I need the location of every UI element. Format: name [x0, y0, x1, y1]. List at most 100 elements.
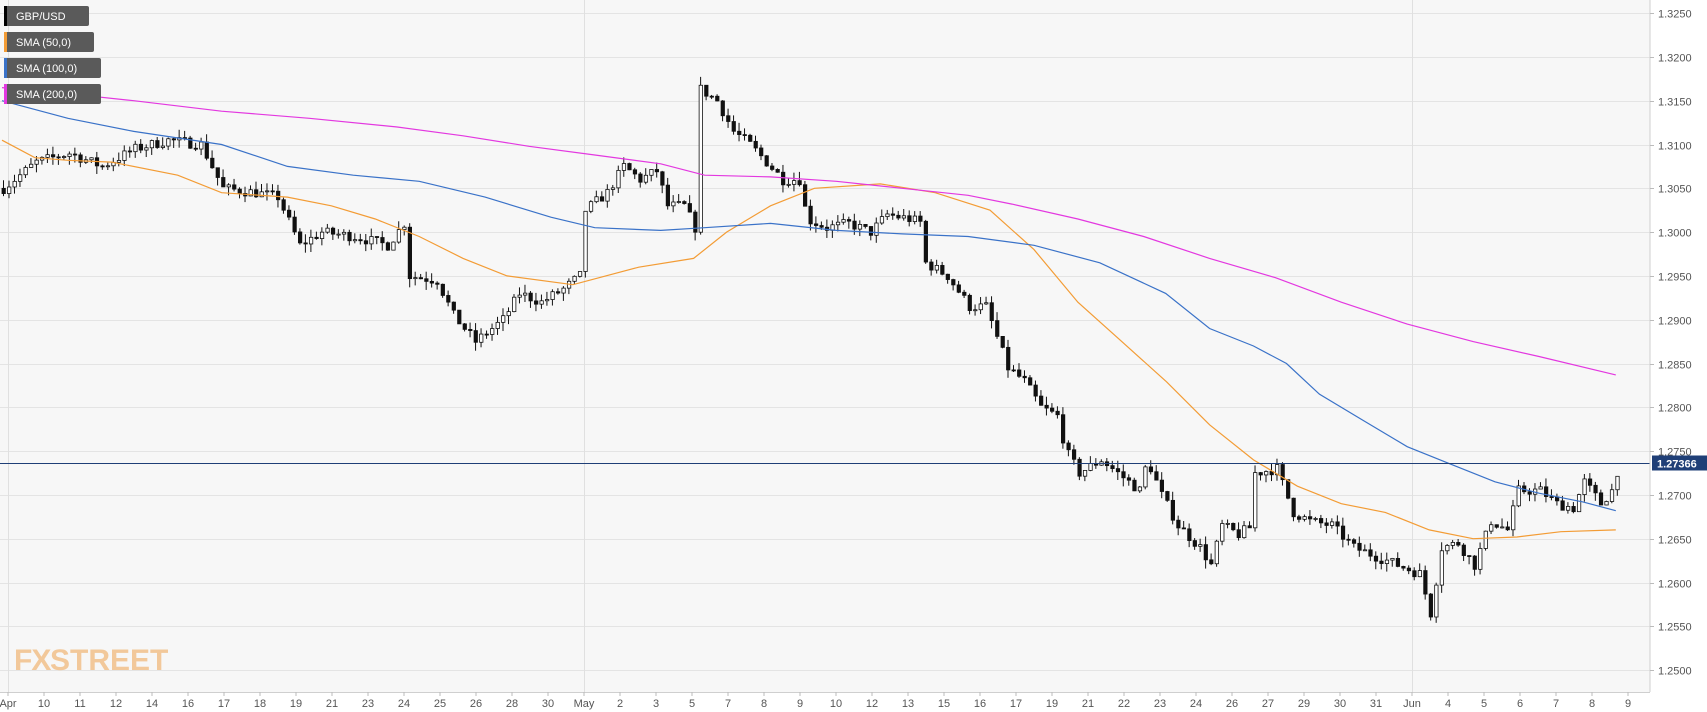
- candle-bullish: [34, 159, 39, 165]
- candle-bearish: [995, 320, 1000, 337]
- candle-bullish: [325, 227, 330, 233]
- candle-bullish: [12, 180, 17, 188]
- candle-bullish: [973, 309, 978, 312]
- candle-bearish: [100, 165, 105, 168]
- candle-bullish: [885, 213, 890, 218]
- candle-bullish: [594, 196, 599, 203]
- candle-bearish: [1335, 521, 1340, 527]
- candle-bullish: [1390, 558, 1395, 561]
- candle-bullish: [352, 239, 358, 242]
- y-tick-label: 1.2700: [1658, 491, 1692, 503]
- candle-bullish: [1264, 471, 1269, 476]
- candle-bearish: [726, 115, 731, 122]
- candle-bearish: [1428, 593, 1433, 618]
- x-tick-label: 8: [1589, 698, 1595, 710]
- candle-bullish: [1384, 559, 1390, 564]
- candle-bullish: [610, 187, 616, 190]
- candle-bullish: [621, 163, 627, 171]
- candle-bearish: [1022, 375, 1027, 379]
- x-tick-label: Jun: [1403, 698, 1421, 710]
- candle-bearish: [1357, 542, 1362, 551]
- candle-bullish: [402, 226, 407, 230]
- candle-bullish: [1566, 506, 1571, 511]
- candle-bullish: [512, 296, 517, 313]
- date-axis: Apr 10 11 12 14 16 17 18 19 21 23 24 25 26 28 30 May 2 3 5 7…: [0, 692, 1650, 710]
- y-tick-label: 1.3000: [1658, 228, 1692, 240]
- candle-bearish: [731, 121, 736, 132]
- candle-bearish: [907, 215, 912, 222]
- sma-line-0: [1, 139, 1616, 540]
- candle-bearish: [407, 226, 412, 280]
- candle-bullish: [7, 186, 12, 194]
- candle-bearish: [1368, 549, 1373, 557]
- candle-bearish: [720, 100, 725, 117]
- x-tick-label: 4: [1445, 698, 1451, 710]
- x-tick-label: 12: [866, 698, 878, 710]
- x-tick-label: 19: [1046, 698, 1058, 710]
- candle-bearish: [1505, 526, 1510, 531]
- candle-bullish: [901, 215, 907, 219]
- sma-line-1: [1, 100, 1616, 512]
- candle-bullish: [369, 236, 374, 245]
- candle-bullish: [561, 287, 566, 294]
- candle-bearish: [1071, 449, 1077, 460]
- price-axis: 1.3250 1.3200 1.3150 1.3100 1.3050 1.3000 1.29…: [1649, 0, 1692, 692]
- candle-bullish: [144, 147, 149, 151]
- candle-bearish: [1209, 559, 1214, 565]
- candle-bearish: [1028, 377, 1033, 386]
- legend-item-label: SMA (100,0): [16, 63, 77, 75]
- candle-bearish: [989, 302, 994, 322]
- candle-bullish: [1478, 548, 1483, 570]
- y-tick-label: 1.3250: [1658, 9, 1692, 21]
- candle-bearish: [1176, 519, 1181, 529]
- candle-bearish: [1461, 544, 1466, 556]
- candle-bullish: [1088, 463, 1093, 471]
- candle-bullish: [1143, 466, 1148, 488]
- candle-bearish: [1379, 560, 1384, 564]
- candle-bearish: [528, 292, 533, 302]
- candle-bearish: [215, 167, 220, 178]
- candle-bearish: [1066, 442, 1071, 451]
- candle-bearish: [852, 220, 857, 230]
- candle-bearish: [221, 177, 226, 188]
- candle-bearish: [1187, 528, 1192, 541]
- candle-bullish: [1604, 501, 1609, 506]
- candle-bearish: [1231, 522, 1236, 531]
- candle-bullish: [1220, 523, 1225, 542]
- candle-bearish: [276, 190, 281, 201]
- candle-bullish: [879, 216, 885, 224]
- candle-bullish: [341, 231, 347, 235]
- candle-bullish: [160, 145, 165, 148]
- candle-bearish: [1055, 410, 1060, 416]
- x-tick-label: 29: [1298, 698, 1310, 710]
- candle-bearish: [374, 236, 380, 238]
- candle-bullish: [616, 170, 621, 189]
- candle-bearish: [868, 226, 874, 236]
- candle-bearish: [380, 237, 385, 244]
- candle-bullish: [166, 138, 171, 147]
- candle-bearish: [1494, 524, 1499, 528]
- candle-bearish: [1280, 464, 1285, 481]
- legend-item-label: GBP/USD: [16, 11, 66, 23]
- candle-bearish: [1346, 538, 1351, 541]
- x-tick-label: 9: [1625, 698, 1631, 710]
- candle-bullish: [199, 141, 204, 150]
- candle-bearish: [1011, 369, 1016, 372]
- candle-bullish: [45, 154, 50, 158]
- candle-bearish: [1286, 479, 1291, 499]
- candle-bearish: [1170, 499, 1175, 521]
- candle-bearish: [945, 273, 950, 280]
- sma-lines-group: [1, 87, 1616, 540]
- x-tick-label: 22: [1118, 698, 1130, 710]
- candle-bearish: [1050, 407, 1055, 412]
- candle-bullish: [1511, 505, 1516, 531]
- candle-bearish: [298, 231, 303, 244]
- candle-bullish: [523, 292, 528, 296]
- y-tick-label: 1.3100: [1658, 141, 1692, 153]
- candle-bearish: [940, 265, 945, 275]
- watermark-street: STREET: [50, 644, 168, 677]
- legend-color-swatch: [4, 32, 7, 52]
- candle-bullish: [698, 84, 703, 233]
- candle-bearish: [138, 143, 144, 151]
- candle-bearish: [363, 240, 369, 245]
